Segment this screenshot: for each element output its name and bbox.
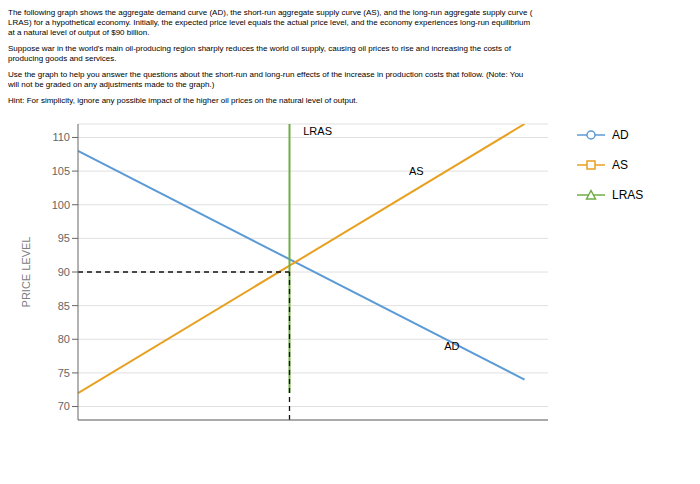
html-text:The following graph shows the: The following graph shows the aggregate … [8,8,533,17]
svg-text:100: 100 [52,199,70,211]
svg-text:PRICE LEVEL: PRICE LEVEL [20,237,32,308]
svg-text:70: 70 [58,400,70,412]
html-text:will not be graded on any adju: will not be graded on any adjustments ma… [8,80,215,89]
html-text:Use the graph to help you answ: Use the graph to help you answer the que… [8,70,524,79]
html-text:Hint: For simplicity, ignore a: Hint: For simplicity, ignore any possibl… [8,96,358,105]
svg-text:90: 90 [58,266,70,278]
html-text:AS: AS [612,158,628,172]
svg-text:95: 95 [58,232,70,244]
html-text:AD: AD [612,128,629,142]
html-text:LRAS) for a hypothetical econo: LRAS) for a hypothetical economy. Initia… [8,18,531,27]
svg-text:80: 80 [58,333,70,345]
svg-text:AD: AD [444,340,459,352]
html-text:Suppose war in the world's mai: Suppose war in the world's main oil-prod… [8,44,511,53]
html-text:producing goods and services.: producing goods and services. [8,54,117,63]
svg-text:AS: AS [409,165,424,177]
svg-text:110: 110 [52,131,70,143]
svg-text:105: 105 [52,165,70,177]
svg-text:85: 85 [58,300,70,312]
svg-text:75: 75 [58,367,70,379]
html-text:LRAS: LRAS [612,188,644,202]
svg-text:LRAS: LRAS [303,125,332,137]
html-text:at a natural level of output o: at a natural level of output of $90 bill… [8,28,150,37]
